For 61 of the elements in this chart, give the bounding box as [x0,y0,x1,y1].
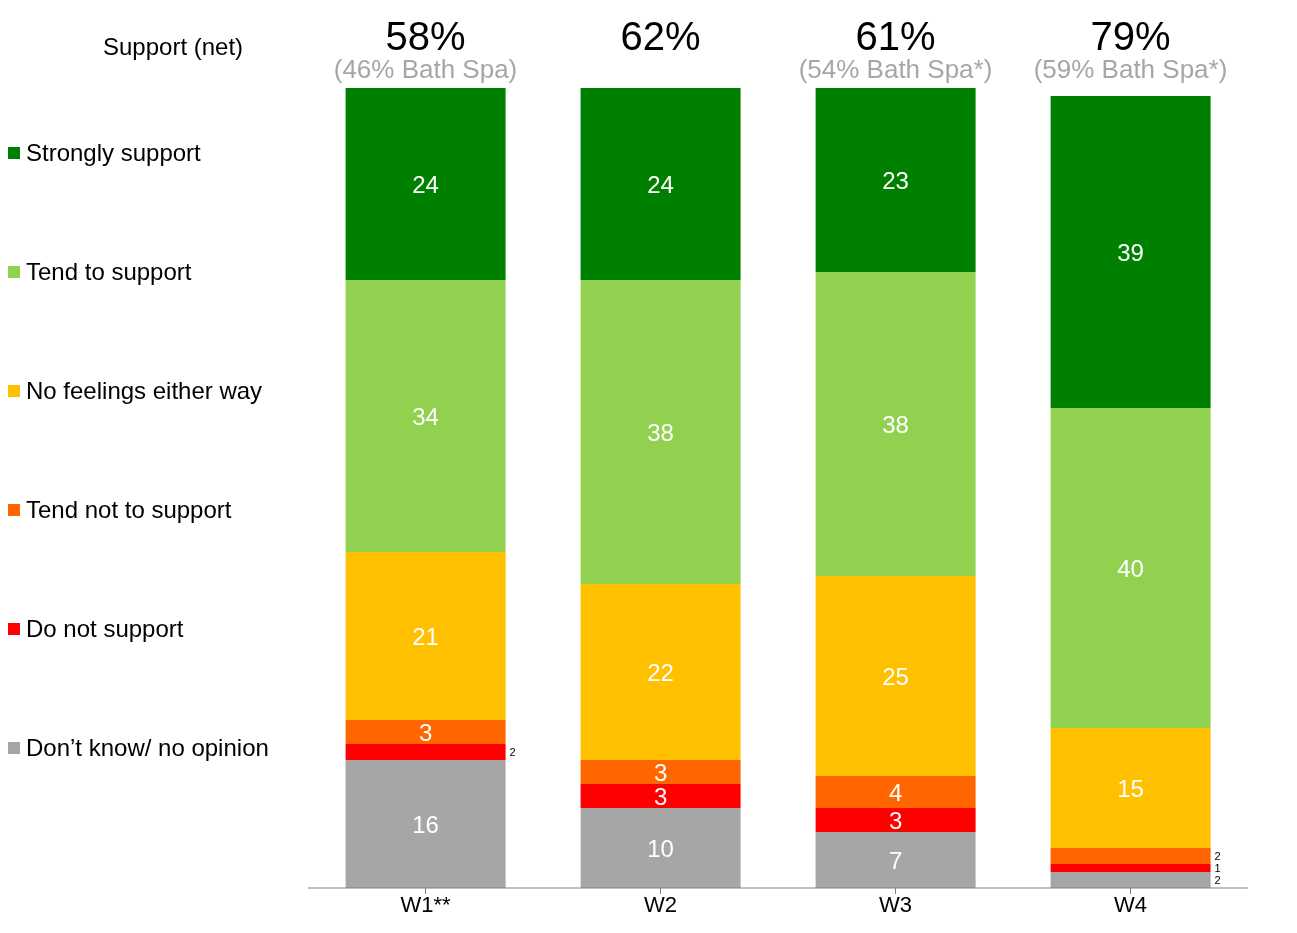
x-tick-label: W1** [400,891,451,917]
bar [815,832,976,888]
bar [345,720,506,744]
legend-label: Tend to support [26,257,192,286]
bar [580,88,741,280]
bar [580,808,741,888]
legend-label: Do not support [26,615,184,644]
data-label: 24 [647,170,674,198]
bar [815,808,976,832]
data-label: 1 [1214,862,1221,874]
data-label: 3 [888,806,903,834]
data-label: 2 [509,746,516,758]
bar [815,576,976,776]
bar [580,784,741,808]
bar [815,272,976,576]
data-label: 2 [1214,874,1221,886]
bar [345,760,506,888]
bar [1050,864,1211,872]
bar [345,552,506,720]
legend-label: No feelings either way [26,376,263,405]
data-label: 34 [412,402,439,430]
data-label: 25 [882,662,909,690]
data-label: 24 [412,170,439,198]
text: 79% (59% Bath Spa*) [1032,14,1229,84]
legend-label: Don’t know/ no opinion [26,734,269,763]
data-label: 3 [418,718,433,746]
bar [580,760,741,784]
text: 62% [619,14,702,58]
bar [1050,848,1211,864]
data-label: 15 [1117,774,1144,802]
data-label: 21 [412,622,439,650]
bar [345,744,506,760]
bar [1050,96,1211,408]
bar [345,88,506,280]
text: Support (net) [103,33,244,61]
data-label: 23 [882,166,909,194]
bar [815,776,976,808]
data-label: 22 [647,658,674,686]
text: 61% (54% Bath Spa*) [797,14,994,84]
x-tick-label: W2 [644,891,677,917]
data-label: 2 [1214,850,1221,862]
legend-label: Tend not to support [26,496,232,525]
data-label: 38 [647,418,674,446]
data-label: 16 [412,810,439,838]
bar [815,88,976,272]
bar [580,280,741,584]
data-label: 4 [888,778,903,806]
x-tick-label: W3 [879,891,912,917]
bar [345,280,506,552]
data-label: 40 [1117,554,1144,582]
data-label: 38 [882,410,909,438]
text: 58% (46% Bath Spa) [332,14,519,84]
bar [1050,872,1211,888]
data-label: 7 [888,846,903,874]
bar [1050,408,1211,728]
data-label: 39 [1117,238,1144,266]
bar [580,584,741,760]
x-tick-label: W4 [1114,891,1147,917]
data-label: 10 [647,834,674,862]
legend-label: Strongly support [26,138,201,167]
bar [1050,728,1211,848]
